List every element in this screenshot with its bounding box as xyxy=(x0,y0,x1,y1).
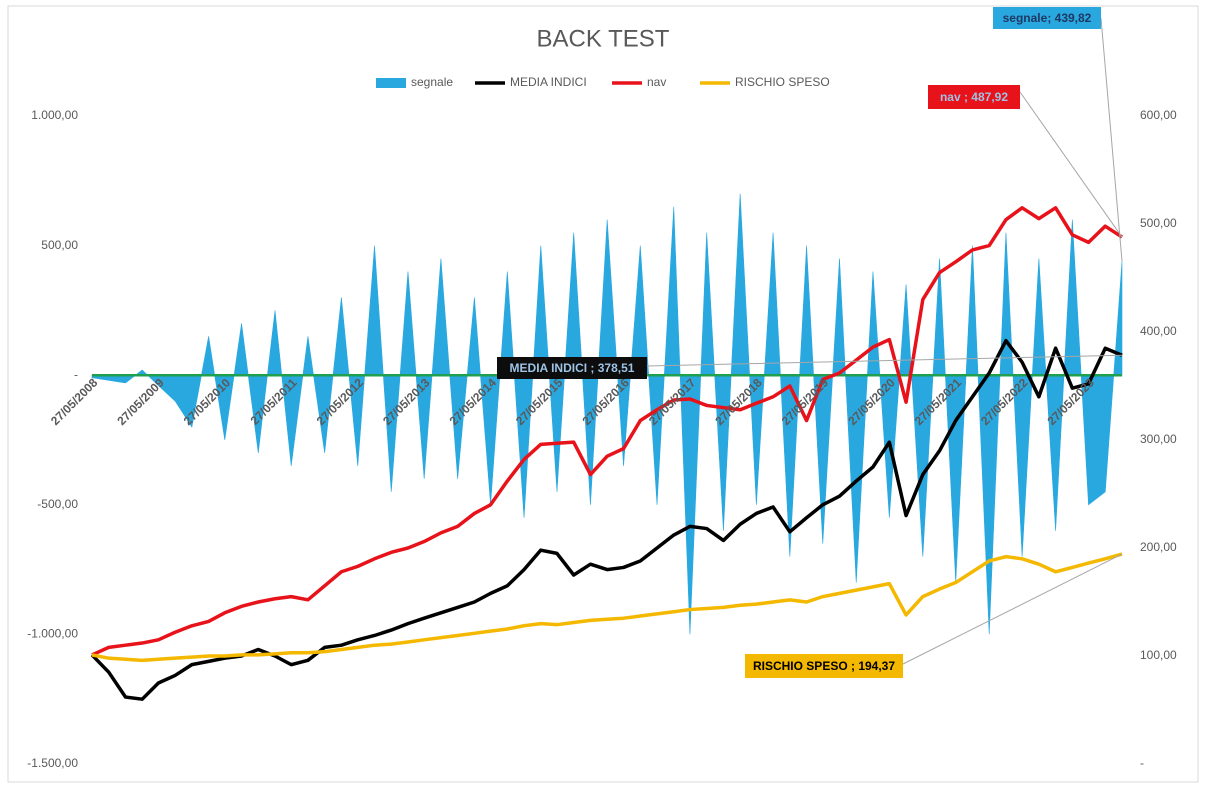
data-label: nav ; 487,92 xyxy=(940,90,1008,104)
y2-tick-label: 200,00 xyxy=(1140,540,1177,554)
line xyxy=(91,552,1123,663)
y2-tick-label: 600,00 xyxy=(1140,108,1177,122)
chart-title: BACK TEST xyxy=(537,25,670,52)
y-tick-label: -500,00 xyxy=(37,497,78,511)
y2-tick-label: - xyxy=(1140,756,1144,770)
legend-label: segnale xyxy=(411,75,453,89)
data-label: segnale; 439,82 xyxy=(1003,11,1092,25)
leader-line xyxy=(1019,91,1123,238)
y-tick-label: 500,00 xyxy=(41,238,78,252)
legend-label: nav xyxy=(647,75,666,89)
y2-tick-label: 500,00 xyxy=(1140,216,1177,230)
line xyxy=(90,338,1123,701)
y-tick-label: 1.000,00 xyxy=(31,108,78,122)
leader-line xyxy=(1100,17,1123,262)
line xyxy=(91,206,1123,657)
y-tick-label: -1.000,00 xyxy=(27,627,78,641)
data-label: MEDIA INDICI ; 378,51 xyxy=(510,361,635,375)
y2-tick-label: 100,00 xyxy=(1140,648,1177,662)
y-tick-label: - xyxy=(74,367,78,381)
y2-tick-label: 400,00 xyxy=(1140,324,1177,338)
legend-swatch xyxy=(376,78,406,88)
leader-line xyxy=(646,354,1123,367)
data-label-box xyxy=(745,654,903,678)
legend-label: MEDIA INDICI xyxy=(510,75,587,89)
y2-tick-label: 300,00 xyxy=(1140,432,1177,446)
data-label: RISCHIO SPESO ; 194,37 xyxy=(753,659,895,673)
chart-frame xyxy=(7,5,1199,783)
data-label-box xyxy=(928,85,1020,109)
data-label-box xyxy=(993,7,1101,29)
data-label-box xyxy=(497,357,647,379)
area xyxy=(91,193,1123,635)
legend-label: RISCHIO SPESO xyxy=(735,75,830,89)
y-tick-label: -1.500,00 xyxy=(27,756,78,770)
leader-line xyxy=(902,553,1123,665)
